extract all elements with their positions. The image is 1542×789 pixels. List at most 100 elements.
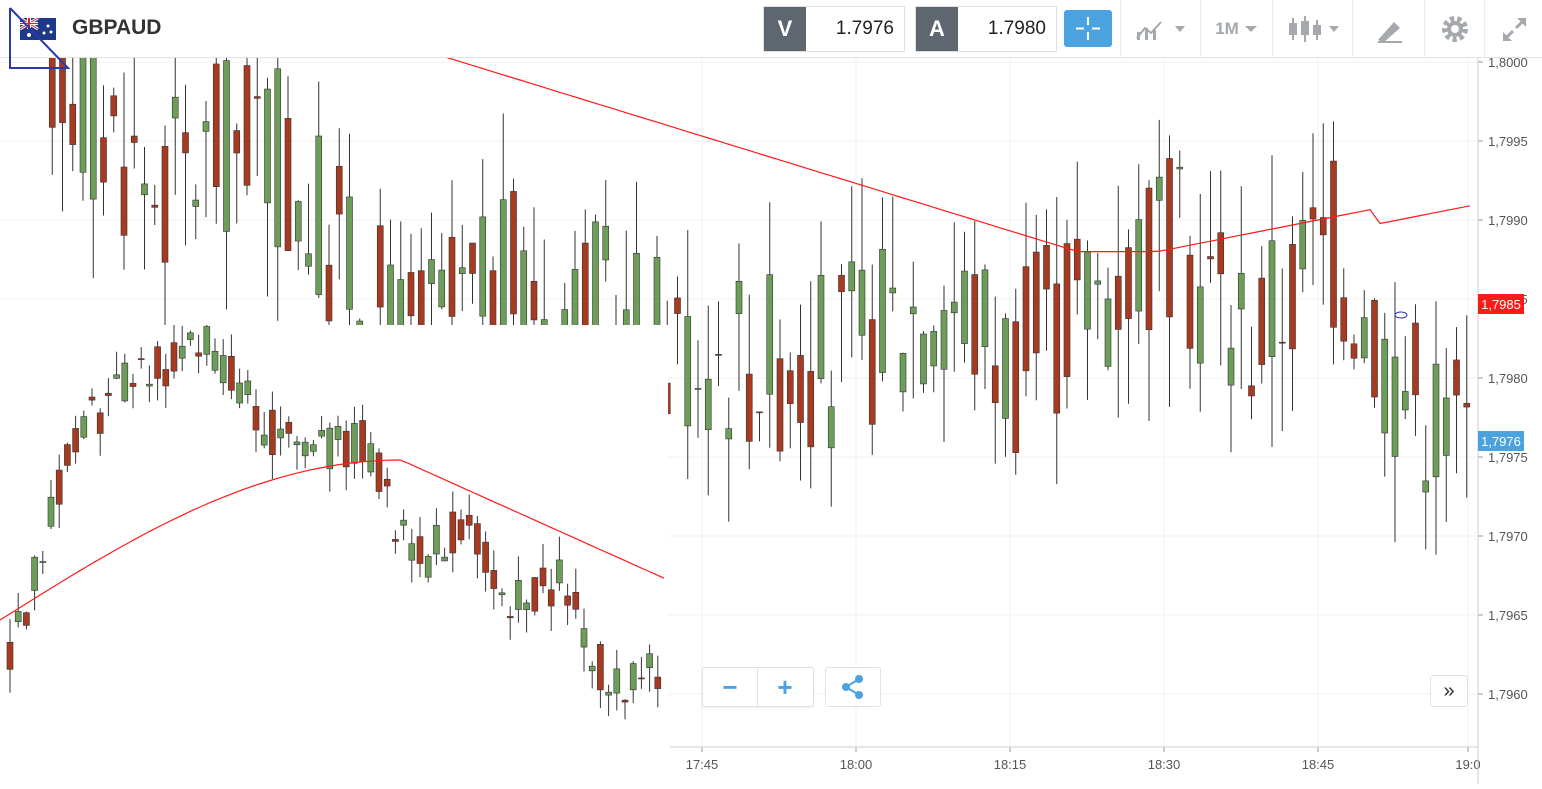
main-candle <box>1432 363 1440 478</box>
main-candle <box>1463 403 1471 408</box>
main-candle <box>786 370 794 404</box>
main-candle <box>868 319 876 425</box>
selection-marker-icon <box>9 7 70 69</box>
main-candle <box>756 411 763 414</box>
x-tick-label: 17:45 <box>686 757 719 772</box>
main-candle <box>89 38 97 200</box>
y-tick-label: 1,7970 <box>1488 529 1528 544</box>
overlay-candle <box>170 342 178 372</box>
main-candle <box>745 373 753 442</box>
main-candle <box>981 269 989 347</box>
main-candle <box>100 137 107 183</box>
buy-quote-button[interactable]: A 1.7980 <box>915 6 1057 52</box>
main-candle <box>715 354 722 356</box>
overlay-candle <box>515 579 522 610</box>
sell-price: 1.7976 <box>835 18 894 39</box>
main-candle <box>305 253 312 267</box>
main-candle <box>1084 251 1091 330</box>
overlay-candle <box>219 355 227 384</box>
gb-au-flag-icon <box>19 16 56 40</box>
overlay-candle <box>47 496 55 527</box>
y-tick-label: 1,8000 <box>1488 55 1528 70</box>
overlay-candle <box>498 592 506 596</box>
main-candle <box>530 280 538 321</box>
overlay-candle <box>482 541 489 573</box>
overlay-panel <box>0 325 668 784</box>
settings-button[interactable] <box>1424 0 1485 57</box>
overlay-candle <box>137 358 145 360</box>
overlay-candle <box>605 691 612 696</box>
share-button[interactable] <box>825 667 881 707</box>
main-candle <box>253 96 261 99</box>
main-candle <box>684 316 692 427</box>
main-candle <box>674 297 681 314</box>
main-candle <box>1176 166 1184 170</box>
gear-icon <box>1442 15 1468 42</box>
main-candle <box>940 310 948 370</box>
main-candle <box>1125 247 1132 319</box>
overlay-candle <box>523 602 530 610</box>
main-candle <box>1412 322 1419 396</box>
overlay-candle <box>613 668 621 694</box>
sell-quote-button[interactable]: V 1.7976 <box>763 6 905 52</box>
chart-type-button[interactable] <box>1120 0 1201 57</box>
overlay-candle <box>96 412 104 434</box>
overlay-candle <box>113 374 120 379</box>
scroll-to-latest-button[interactable]: » <box>1430 675 1468 707</box>
overlay-candle <box>351 423 358 464</box>
main-candle <box>1278 341 1286 344</box>
main-candle <box>899 352 907 393</box>
overlay-candle <box>236 382 243 404</box>
overlay-candle <box>285 421 293 434</box>
main-candle <box>346 196 353 310</box>
overlay-candle <box>433 525 440 555</box>
draw-tools-button[interactable] <box>1352 0 1425 57</box>
zoom-out-button[interactable]: − <box>703 668 758 706</box>
overlay-candle <box>154 346 161 379</box>
y-tick-label: 1,7980 <box>1488 371 1528 386</box>
crosshair-button[interactable] <box>1064 10 1112 47</box>
overlay-candle <box>564 595 571 606</box>
overlay-candle <box>301 441 309 457</box>
main-candle <box>1196 286 1204 364</box>
candle-style-button[interactable] <box>1272 0 1353 57</box>
main-candle <box>797 355 804 423</box>
main-candle <box>961 270 968 344</box>
main-candle <box>602 225 610 261</box>
overlay-moving-average-line <box>0 459 665 621</box>
main-candle <box>1094 280 1102 285</box>
main-candle <box>202 121 210 132</box>
overlay-candle <box>556 559 563 584</box>
zoom-in-button[interactable]: + <box>777 671 793 702</box>
main-candle <box>438 269 446 308</box>
overlay-candle <box>474 523 481 555</box>
fullscreen-button[interactable] <box>1484 0 1542 57</box>
main-candle <box>776 358 784 452</box>
overlay-candle <box>506 616 514 619</box>
timeframe-selector[interactable]: 1M <box>1200 0 1273 57</box>
overlay-candle <box>162 369 170 387</box>
overlay-candle <box>441 556 448 562</box>
chevron-down-icon <box>1244 25 1257 32</box>
main-candle <box>653 256 661 329</box>
draw-icon <box>1378 21 1402 43</box>
overlay-candle <box>121 362 129 402</box>
overlay-candle <box>597 644 604 691</box>
overlay-candle <box>400 519 407 526</box>
overlay-candle <box>334 426 342 440</box>
main-candle <box>1299 220 1307 270</box>
overlay-candle <box>39 561 47 563</box>
y-tick-label: 1,7960 <box>1488 687 1528 702</box>
zoom-control: − + <box>702 667 814 707</box>
main-candle <box>807 371 815 448</box>
overlay-candle <box>342 430 350 468</box>
main-candle <box>1319 217 1327 236</box>
y-tick-label: 1,7965 <box>1488 608 1528 623</box>
main-candle <box>1391 356 1399 457</box>
current-price-tag: 1,7976 <box>1478 431 1524 451</box>
main-candle <box>120 166 128 236</box>
candlestick-icon <box>1289 15 1339 42</box>
symbol-title[interactable]: GBPAUD <box>72 16 162 39</box>
